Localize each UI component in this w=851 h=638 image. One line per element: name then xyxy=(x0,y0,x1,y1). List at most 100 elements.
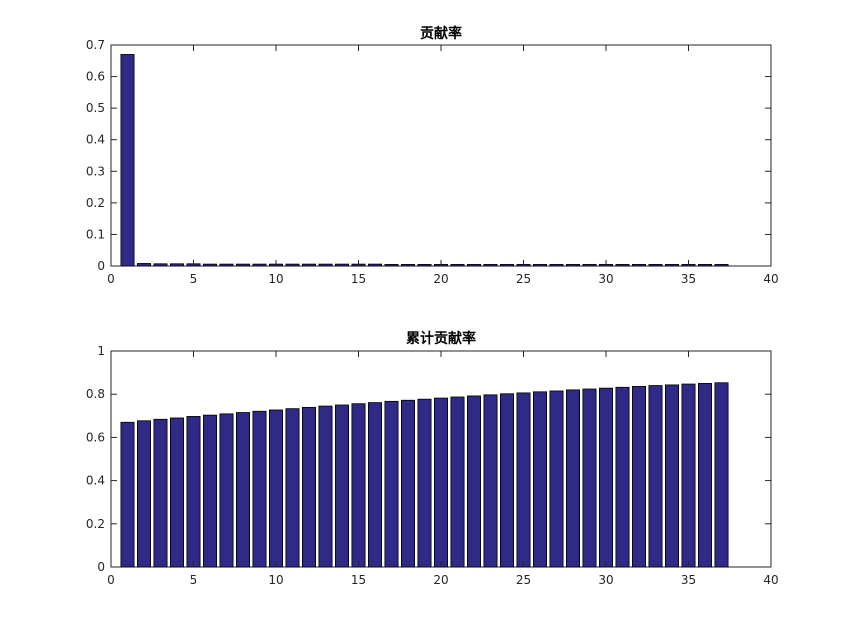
chart-title: 贡献率 xyxy=(420,25,462,42)
x-tick-label: 40 xyxy=(763,272,778,286)
bar xyxy=(219,413,234,568)
bar xyxy=(516,392,531,568)
bar xyxy=(582,264,597,267)
cumulative-contribution-rate-chart: 累计贡献率 0 5 10 15 20 25 30 35 40 0 0.2 0.4 0.6 0.8 1 xyxy=(86,330,779,587)
bar xyxy=(136,263,151,267)
y-tick-label: 0.2 xyxy=(86,517,105,531)
bar xyxy=(466,264,481,267)
y-tick-label: 0.4 xyxy=(86,474,105,488)
y-tick-label: 0.3 xyxy=(86,164,105,178)
y-tick-label: 0 xyxy=(97,259,105,273)
bar xyxy=(714,382,729,568)
bar xyxy=(450,396,465,568)
bar xyxy=(632,264,647,267)
bar xyxy=(301,263,316,267)
plot-area xyxy=(110,44,772,267)
bar xyxy=(499,264,514,267)
bar xyxy=(136,420,151,568)
bar xyxy=(698,382,713,568)
bar xyxy=(153,418,168,568)
x-tick-label: 15 xyxy=(351,272,366,286)
bar xyxy=(252,410,267,568)
bar xyxy=(301,406,316,568)
bar xyxy=(384,264,399,267)
y-tick-label: 0.2 xyxy=(86,196,105,210)
bar xyxy=(665,264,680,267)
x-tick-label: 35 xyxy=(681,573,696,587)
bar xyxy=(648,264,663,267)
bar xyxy=(533,391,548,568)
x-tick-label: 0 xyxy=(107,573,115,587)
bar xyxy=(632,386,647,568)
y-tick-label: 0.8 xyxy=(86,387,105,401)
bar xyxy=(285,408,300,568)
bar xyxy=(566,264,581,267)
bar xyxy=(120,54,135,267)
bar xyxy=(351,403,366,568)
bar xyxy=(334,263,349,267)
bar xyxy=(334,404,349,568)
bar xyxy=(566,389,581,568)
bar xyxy=(400,264,415,267)
bar xyxy=(417,264,432,267)
y-tick-label: 0.6 xyxy=(86,70,105,84)
bar xyxy=(615,264,630,267)
bar xyxy=(665,384,680,568)
y-tick-label: 0 xyxy=(97,560,105,574)
bar xyxy=(648,385,663,568)
y-tick-label: 1 xyxy=(97,344,105,358)
bar xyxy=(252,263,267,267)
y-tick-label: 0.5 xyxy=(86,101,105,115)
x-tick-label: 25 xyxy=(516,272,531,286)
x-tick-label: 20 xyxy=(433,272,448,286)
bar xyxy=(268,409,283,568)
bar xyxy=(466,395,481,568)
x-tick-label: 35 xyxy=(681,272,696,286)
contribution-rate-chart: 贡献率 0 5 10 15 20 25 30 35 40 0 0.1 0.2 0.3 0.4 0.5 0.6 0… xyxy=(86,25,779,286)
bar xyxy=(681,383,696,568)
x-tick-label: 40 xyxy=(763,573,778,587)
bar xyxy=(433,397,448,568)
bar xyxy=(714,264,729,267)
bar xyxy=(169,263,184,267)
y-tick-label: 0.7 xyxy=(86,38,105,52)
bar xyxy=(169,417,184,568)
bar xyxy=(533,264,548,267)
x-tick-label: 0 xyxy=(107,272,115,286)
x-tick-label: 5 xyxy=(190,272,198,286)
x-tick-label: 30 xyxy=(598,272,613,286)
bar xyxy=(384,400,399,568)
bar xyxy=(400,399,415,568)
bar xyxy=(120,421,135,568)
x-tick-label: 10 xyxy=(268,573,283,587)
bar xyxy=(153,263,168,267)
bar xyxy=(549,264,564,267)
bar xyxy=(367,263,382,267)
x-tick-label: 20 xyxy=(433,573,448,587)
y-tick-label: 0.6 xyxy=(86,430,105,444)
bar xyxy=(499,393,514,568)
bar xyxy=(285,263,300,267)
bar xyxy=(219,263,234,267)
bar xyxy=(417,398,432,568)
bar xyxy=(483,394,498,568)
bar xyxy=(698,264,713,267)
x-tick-label: 5 xyxy=(190,573,198,587)
bar xyxy=(318,263,333,267)
chart-title: 累计贡献率 xyxy=(406,330,476,347)
bar xyxy=(235,263,250,267)
x-tick-label: 25 xyxy=(516,573,531,587)
x-tick-label: 30 xyxy=(598,573,613,587)
x-tick-label: 10 xyxy=(268,272,283,286)
bar xyxy=(582,388,597,568)
bar xyxy=(450,264,465,267)
bar xyxy=(367,402,382,568)
bar xyxy=(615,386,630,568)
bar xyxy=(235,412,250,568)
bar xyxy=(549,390,564,568)
y-tick-label: 0.1 xyxy=(86,227,105,241)
bar xyxy=(599,387,614,568)
bar xyxy=(202,414,217,568)
x-tick-label: 15 xyxy=(351,573,366,587)
